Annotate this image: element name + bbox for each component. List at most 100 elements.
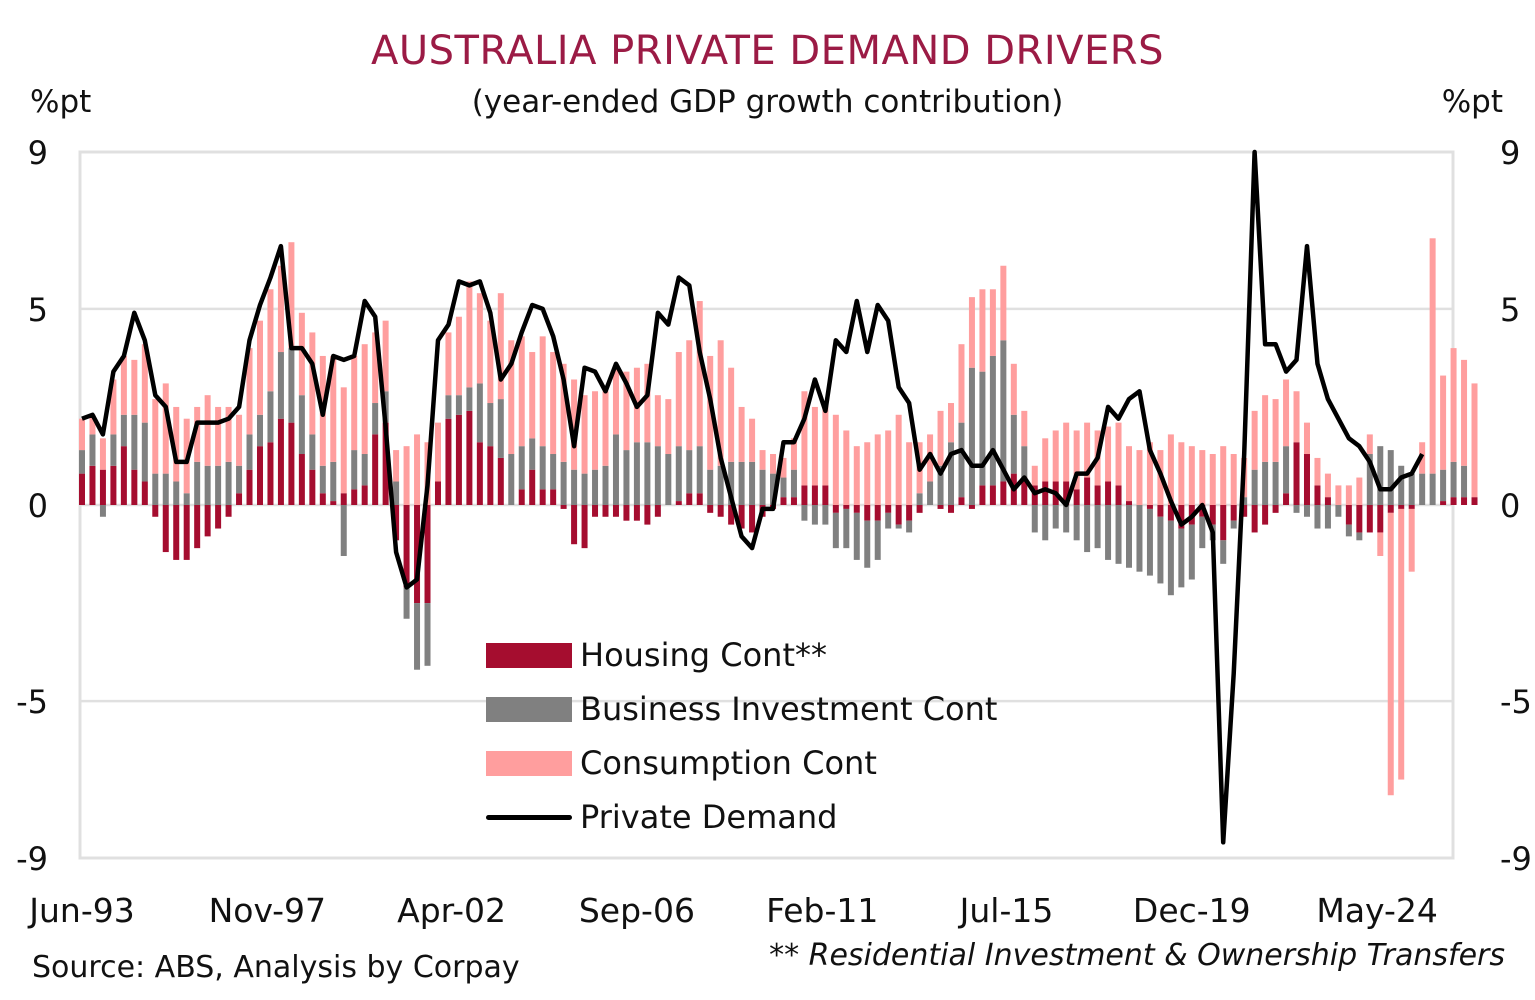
bar-business [204, 465, 211, 505]
bar-housing [864, 505, 871, 521]
bar-housing [780, 497, 787, 505]
bar-consumption [141, 344, 148, 423]
bar-consumption [99, 438, 106, 470]
bar-housing [696, 493, 703, 505]
bar-consumption [1031, 465, 1038, 486]
bar-housing [1324, 497, 1331, 505]
bar-consumption [832, 414, 839, 505]
bar-consumption [508, 340, 515, 455]
bar-consumption [822, 403, 829, 486]
bar-business [1398, 465, 1405, 505]
bar-consumption [749, 418, 756, 462]
bar-consumption [497, 293, 504, 400]
bar-business [1314, 505, 1321, 529]
bar-housing [612, 505, 619, 517]
bar-housing [277, 418, 284, 505]
bar-housing [843, 505, 850, 509]
bar-business [1031, 505, 1038, 533]
chart-title: AUSTRALIA PRIVATE DEMAND DRIVERS [371, 28, 1164, 74]
bar-business [120, 414, 127, 447]
bar-consumption [1251, 410, 1258, 470]
y-tick-label-left: 0 [28, 487, 48, 525]
bar-consumption [811, 406, 818, 486]
bar-housing [351, 489, 358, 505]
bar-housing [1450, 497, 1457, 505]
bar-consumption [110, 379, 117, 435]
bar-housing [1408, 505, 1415, 509]
bar-housing [623, 505, 630, 521]
bar-consumption [455, 316, 462, 396]
bar-business [89, 434, 96, 466]
bar-housing [120, 446, 127, 505]
bar-consumption [958, 344, 965, 423]
bar-business [194, 461, 201, 505]
bar-consumption [1000, 265, 1007, 341]
bar-business [717, 465, 724, 505]
bar-consumption [330, 355, 337, 462]
bar-business [476, 383, 483, 443]
bar-business [1052, 505, 1059, 529]
x-tick-label: Dec-19 [1133, 891, 1251, 930]
bar-business [110, 434, 117, 466]
bar-business [654, 446, 661, 505]
bar-consumption [1272, 399, 1279, 462]
bar-consumption [1335, 485, 1342, 505]
bar-business [927, 481, 934, 505]
bar-consumption [948, 403, 955, 443]
bar-business [749, 461, 756, 505]
y-tick-label-right: 0 [1500, 487, 1520, 525]
legend-label: Consumption Cont [580, 744, 877, 782]
bar-business [1262, 461, 1269, 505]
x-tick-label: May-24 [1316, 891, 1438, 930]
bar-housing [110, 465, 117, 505]
bar-business [246, 434, 253, 470]
bar-business [843, 508, 850, 549]
bar-consumption [277, 265, 284, 353]
bar-housing [937, 505, 944, 509]
bar-housing [1178, 505, 1185, 529]
bar-business [780, 477, 787, 498]
bar-business [979, 371, 986, 486]
bar-housing [1230, 505, 1237, 521]
bar-housing [99, 469, 106, 505]
bar-business [686, 450, 693, 494]
bar-housing [173, 505, 180, 560]
bar-housing [1220, 505, 1227, 541]
bar-consumption [853, 446, 860, 505]
bar-housing [738, 505, 745, 529]
bar-consumption [351, 355, 358, 451]
bar-housing [602, 505, 609, 517]
bar-business [822, 505, 829, 525]
bar-business [1084, 505, 1091, 553]
bar-consumption [487, 320, 494, 404]
bar-consumption [979, 289, 986, 372]
bar-business [319, 465, 326, 494]
bar-consumption [592, 391, 599, 470]
bar-housing [906, 505, 913, 521]
bar-consumption [204, 395, 211, 466]
bar-consumption [550, 352, 557, 455]
bar-consumption [1220, 446, 1227, 505]
bar-consumption [529, 352, 536, 439]
bar-housing [948, 505, 955, 513]
y-tick-label-left: 5 [28, 291, 48, 329]
bar-housing [801, 485, 808, 505]
bar-consumption [759, 450, 766, 470]
bar-housing [550, 489, 557, 505]
bar-business [445, 395, 452, 419]
bar-housing [853, 505, 860, 513]
bar-business [277, 352, 284, 419]
bar-consumption [225, 406, 232, 462]
bar-housing [675, 501, 682, 505]
bar-consumption [403, 446, 410, 505]
bar-housing [1126, 501, 1132, 505]
bar-business [79, 450, 85, 474]
bar-consumption [466, 281, 473, 388]
bar-housing [968, 505, 975, 509]
bar-business [602, 465, 609, 505]
bar-housing [194, 505, 201, 549]
bar-housing [1283, 493, 1290, 505]
bar-business [1115, 505, 1122, 564]
bar-consumption [612, 367, 619, 435]
